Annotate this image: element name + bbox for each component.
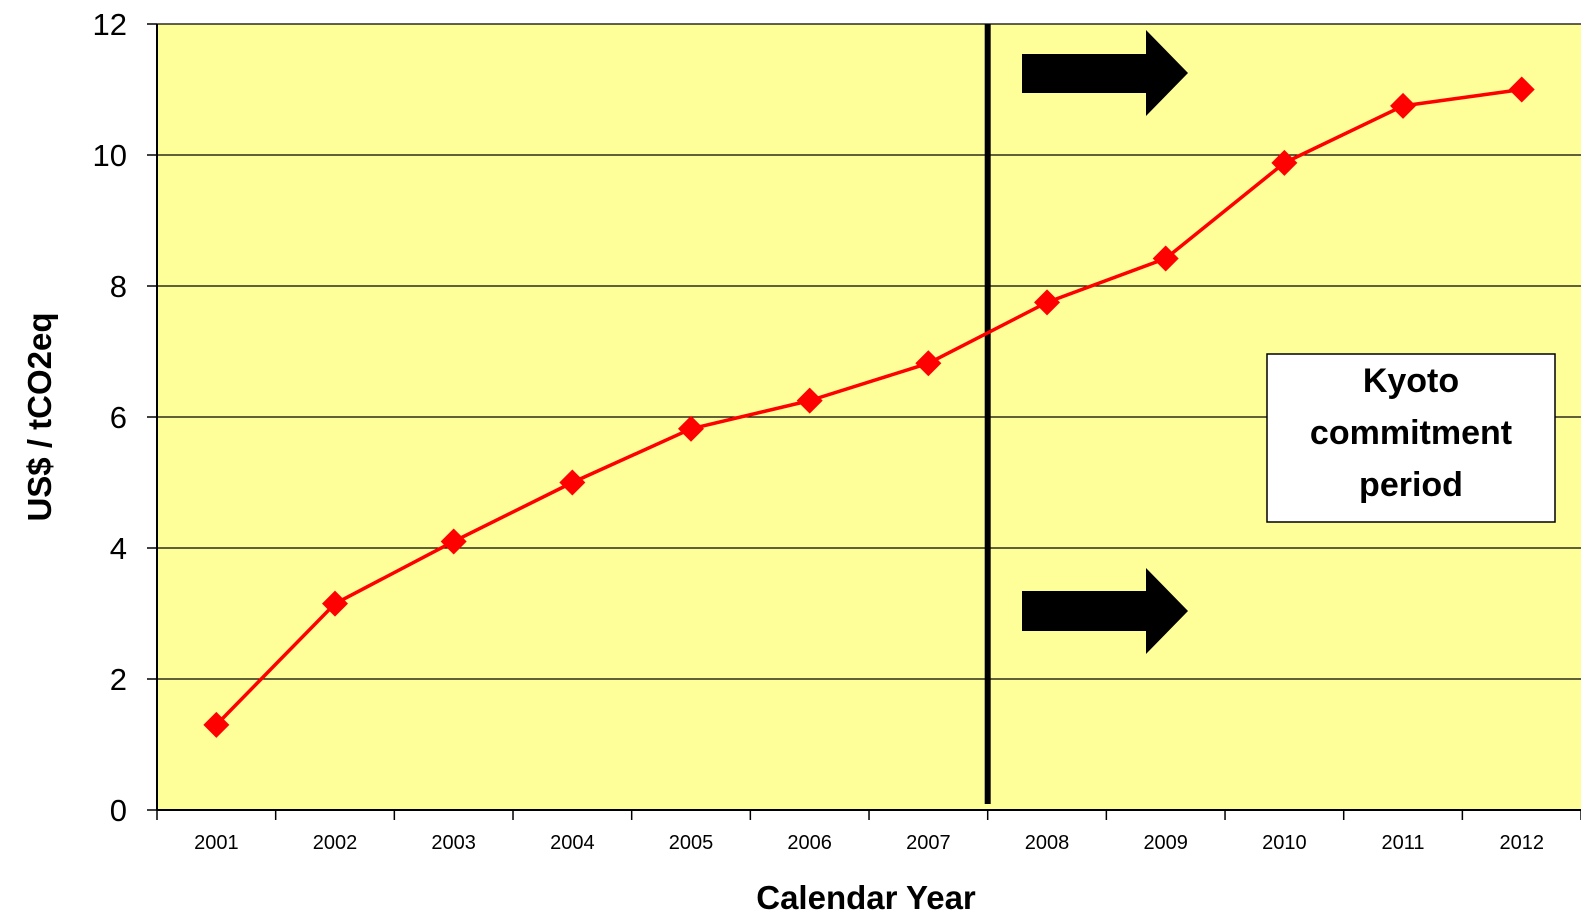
x-axis-title: Calendar Year (756, 879, 976, 916)
x-tick-label-2003: 2003 (431, 832, 476, 854)
kyoto-label-box: Kyoto commitment period (1266, 353, 1556, 523)
y-tick-label-6: 6 (110, 400, 127, 435)
y-tick-label-4: 4 (110, 531, 127, 566)
kyoto-label-line-2: commitment (1310, 414, 1512, 452)
series-line (215, 87, 1522, 727)
data-point-2006 (796, 387, 823, 414)
x-tick-label-2010: 2010 (1262, 832, 1307, 854)
data-point-2010 (1271, 149, 1298, 176)
x-tick-label-2005: 2005 (669, 832, 714, 854)
x-tick-label-2009: 2009 (1143, 832, 1188, 854)
data-point-2005 (678, 415, 705, 442)
y-tick-label-12: 12 (93, 7, 127, 42)
data-point-2012 (1508, 76, 1535, 103)
y-tick-label-8: 8 (110, 269, 127, 304)
y-tick-label-2: 2 (110, 662, 127, 697)
x-tick-label-2007: 2007 (906, 832, 951, 854)
gridlines (157, 23, 1581, 680)
x-tick-label-2008: 2008 (1025, 832, 1070, 854)
data-point-2008 (1034, 289, 1061, 316)
arrow-top-icon (1022, 30, 1188, 116)
data-point-2011 (1390, 92, 1417, 119)
x-tick-label-2004: 2004 (550, 832, 595, 854)
kyoto-label-line-1: Kyoto (1363, 362, 1459, 400)
x-tick-label-2006: 2006 (787, 832, 832, 854)
series-group (203, 76, 1535, 738)
data-point-2003 (440, 528, 467, 555)
x-tick-label-2011: 2011 (1382, 832, 1425, 854)
kyoto-label-line-3: period (1359, 466, 1463, 504)
y-axis-ticks: 0 2 4 6 8 10 12 (93, 7, 157, 828)
y-tick-label-10: 10 (93, 138, 127, 173)
x-tick-label-2001: 2001 (194, 832, 239, 854)
arrow-bottom-icon (1022, 568, 1188, 654)
x-axis-ticks: 2001 2002 2003 2004 2005 2006 2007 2008 2009 2010… (156, 810, 1581, 854)
kyoto-label-frame (1266, 353, 1556, 523)
data-point-2007 (915, 350, 942, 377)
y-axis-title: US$ / tCO2eq (21, 312, 58, 521)
data-point-2009 (1152, 245, 1179, 272)
data-point-2004 (559, 469, 586, 496)
data-point-2002 (322, 590, 349, 617)
x-tick-label-2012: 2012 (1499, 832, 1544, 854)
x-tick-label-2002: 2002 (313, 832, 358, 854)
data-point-2001 (203, 711, 230, 738)
y-tick-label-0: 0 (110, 793, 127, 828)
